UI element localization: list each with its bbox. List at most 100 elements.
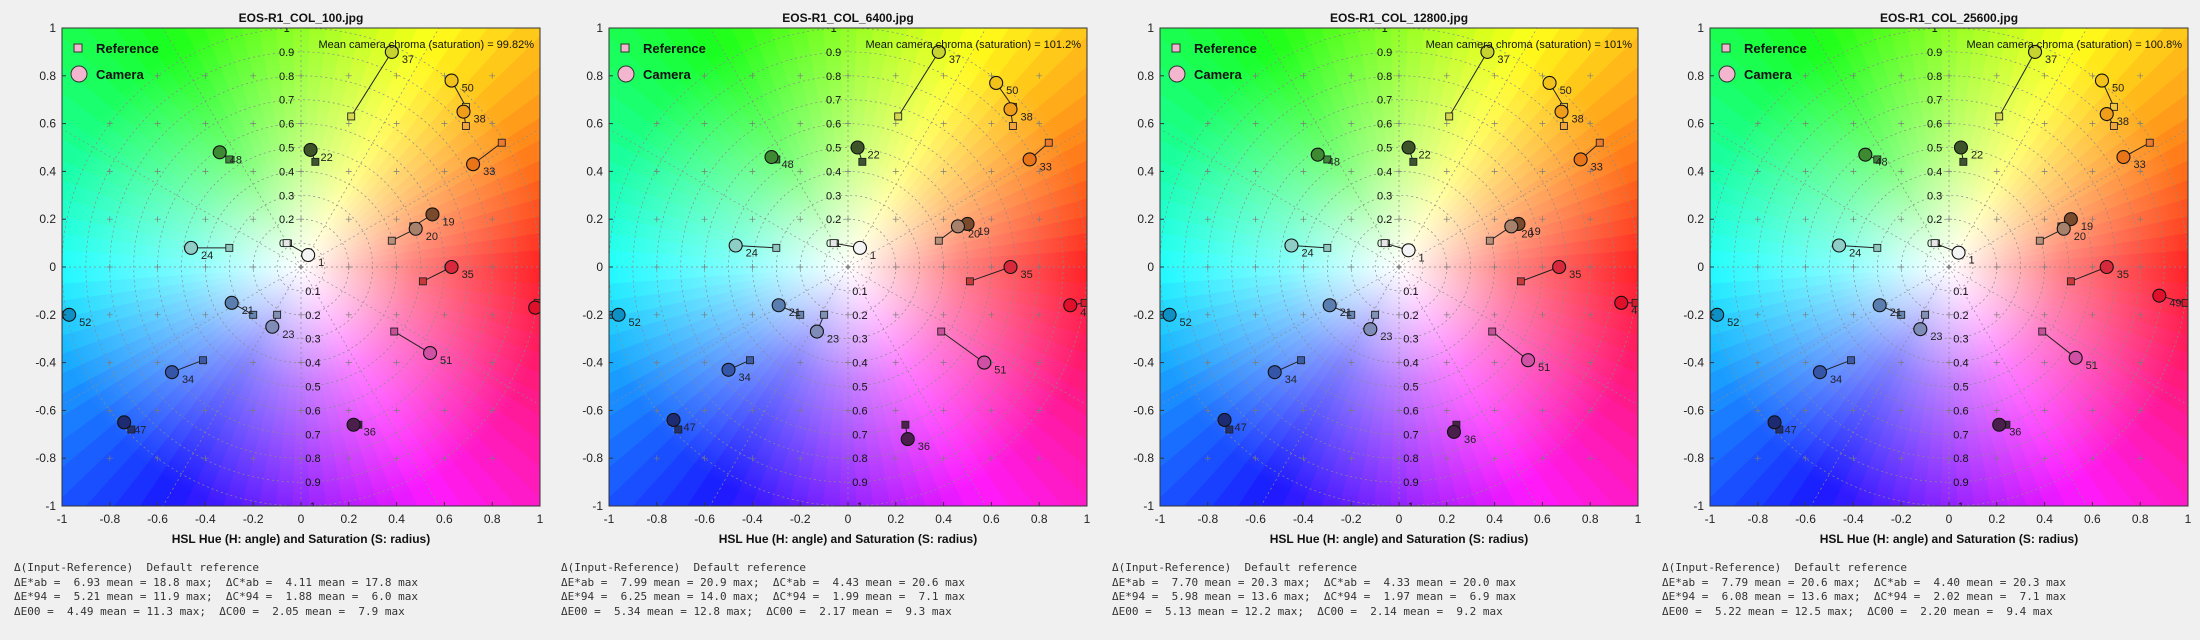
stats-header: Δ(Input-Reference) Default reference [561, 561, 807, 574]
grid-plus [653, 216, 660, 223]
grid-spoke [300, 128, 540, 268]
point-label: 38 [474, 114, 486, 126]
grid-spoke [609, 266, 849, 406]
grid-plus [1993, 264, 2000, 270]
grid-plus [1587, 264, 1594, 270]
grid-plus [345, 311, 352, 318]
camera-point [764, 150, 779, 165]
chart-title: EOS-R1_COL_100.jpg [239, 11, 364, 25]
ring-label: 0.3 [1403, 334, 1418, 346]
grid-plus [749, 120, 756, 127]
grid-plus [797, 455, 804, 462]
y-tick-label: 0.6 [586, 117, 603, 131]
grid-plus [1252, 72, 1259, 79]
grid-plus [298, 455, 304, 462]
grid-plus [1204, 120, 1211, 127]
grid-plus [1036, 311, 1043, 318]
grid-plus [797, 72, 804, 79]
grid-spoke [1710, 128, 1950, 268]
y-tick-label: -1 [592, 499, 603, 513]
camera-point [2068, 350, 2083, 365]
camera-point [346, 417, 361, 432]
reference-point [497, 138, 506, 147]
y-tick-label: 0 [596, 260, 603, 274]
point-label: 23 [1380, 331, 1392, 343]
grid-plus [154, 168, 161, 175]
grid-plus [393, 311, 400, 318]
point-label: 35 [1569, 269, 1581, 281]
legend-camera-label: Camera [96, 67, 144, 82]
camera-point [408, 221, 423, 236]
legend-reference-marker [1721, 43, 1731, 53]
y-tick-label: -0.2 [1133, 308, 1154, 322]
x-tick-label: -0.8 [646, 512, 667, 526]
grid-plus [845, 216, 851, 223]
camera-point [1812, 365, 1827, 380]
reference-point [1347, 310, 1356, 319]
point-label: 52 [79, 317, 91, 329]
legend-camera-marker [617, 65, 635, 83]
grid-plus [1539, 168, 1546, 175]
x-tick-label: 0.6 [2084, 512, 2101, 526]
grid-plus [1993, 455, 2000, 462]
reference-point [937, 327, 946, 336]
grid-plus [653, 455, 660, 462]
y-tick-label: -0.8 [582, 451, 603, 465]
grid-plus [106, 120, 113, 127]
grid-plus [489, 359, 496, 366]
grid-plus [2137, 168, 2144, 175]
grid-plus [1396, 407, 1402, 414]
grid-plus [106, 168, 113, 175]
grid-plus [701, 72, 708, 79]
grid-ring [133, 99, 469, 435]
grid-plus [1587, 359, 1594, 366]
grid-plus [1443, 216, 1450, 223]
point-label: 51 [2086, 360, 2098, 372]
ring-label: 1 [1382, 23, 1388, 35]
y-tick-label: -0.6 [1683, 403, 1704, 417]
y-tick-label: -0.2 [582, 308, 603, 322]
x-tick-label: -0.2 [1891, 512, 1912, 526]
stats-line3: ΔE00 = 5.22 mean = 12.5 max; ΔC00 = 2.20… [1662, 604, 2053, 618]
grid-plus [1396, 264, 1402, 270]
ring-label: 1 [1958, 501, 1964, 513]
grid-plus [154, 264, 161, 270]
point-label: 36 [1464, 434, 1476, 446]
camera-point [1872, 298, 1887, 313]
grid-plus [345, 359, 352, 366]
grid-plus [653, 407, 660, 414]
y-tick-label: -1 [1143, 499, 1154, 513]
grid-plus [1491, 359, 1498, 366]
point-label: 47 [1235, 422, 1247, 434]
grid-plus [2137, 311, 2144, 318]
grid-plus [1396, 359, 1402, 366]
ring-label: 0.6 [305, 405, 320, 417]
reference-point [1445, 112, 1454, 121]
grid-plus [1993, 120, 2000, 127]
grid-plus [1993, 216, 2000, 223]
grid-plus [1348, 168, 1355, 175]
stats-line2: ΔE*94 = 6.25 mean = 14.0 max; ΔC*94 = 1.… [561, 590, 965, 603]
reference-point [2038, 327, 2047, 336]
legend-reference-label: Reference [643, 41, 706, 56]
grid-plus [653, 359, 660, 366]
camera-point [184, 240, 199, 255]
y-tick-label: -0.4 [1133, 356, 1154, 370]
patch-connector [897, 51, 940, 117]
grid-plus [2041, 216, 2048, 223]
point-label: 37 [1497, 54, 1509, 66]
y-tick-label: -0.6 [1133, 403, 1154, 417]
grid-plus [1539, 455, 1546, 462]
camera-point [1401, 140, 1416, 155]
x-tick-label: 0.4 [2036, 512, 2053, 526]
grid-plus [1204, 264, 1211, 270]
grid-plus [1348, 264, 1355, 270]
grid-plus [1036, 216, 1043, 223]
grid-plus [701, 120, 708, 127]
ring-label: 0.4 [852, 358, 867, 370]
grid-plus [940, 216, 947, 223]
reference-point [1595, 138, 1604, 147]
reference-point [1323, 243, 1332, 252]
ring-label: 0.2 [852, 310, 867, 322]
x-tick-label: 1 [1084, 512, 1091, 526]
